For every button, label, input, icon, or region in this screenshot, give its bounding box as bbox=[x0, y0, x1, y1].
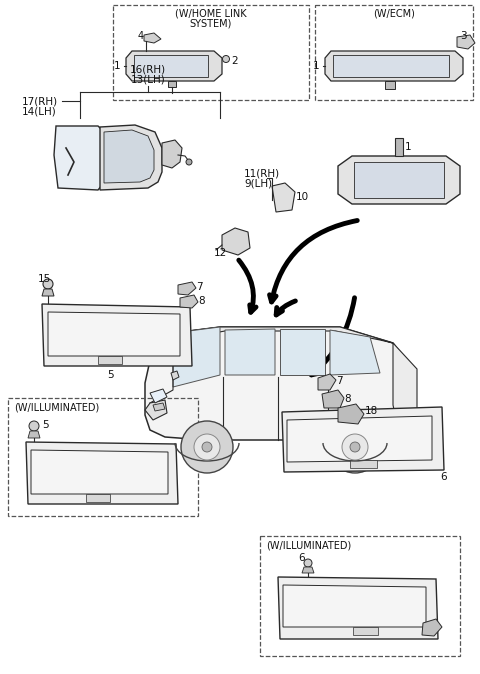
Polygon shape bbox=[86, 494, 110, 502]
Text: SYSTEM): SYSTEM) bbox=[190, 19, 232, 29]
Polygon shape bbox=[278, 577, 438, 639]
Polygon shape bbox=[126, 51, 222, 81]
Polygon shape bbox=[162, 140, 182, 168]
Text: 4: 4 bbox=[138, 31, 144, 41]
Text: (W/HOME LINK: (W/HOME LINK bbox=[175, 9, 247, 19]
Bar bbox=[113, 5, 309, 100]
Polygon shape bbox=[173, 327, 393, 343]
Text: 1: 1 bbox=[405, 142, 412, 152]
Text: (W/ILLUMINATED): (W/ILLUMINATED) bbox=[266, 541, 351, 551]
Polygon shape bbox=[318, 374, 336, 390]
Polygon shape bbox=[280, 329, 325, 375]
Polygon shape bbox=[54, 126, 102, 190]
Polygon shape bbox=[395, 138, 403, 156]
Polygon shape bbox=[173, 327, 220, 387]
Text: 7: 7 bbox=[336, 376, 343, 386]
Polygon shape bbox=[150, 389, 167, 403]
Polygon shape bbox=[422, 619, 442, 636]
Text: (W/ILLUMINATED): (W/ILLUMINATED) bbox=[14, 403, 99, 413]
Polygon shape bbox=[222, 228, 250, 255]
Text: 6: 6 bbox=[299, 553, 305, 563]
Circle shape bbox=[181, 421, 233, 473]
Text: 3: 3 bbox=[460, 31, 467, 41]
Circle shape bbox=[43, 279, 53, 289]
Circle shape bbox=[202, 442, 212, 452]
Text: 5: 5 bbox=[42, 420, 48, 430]
Text: 18: 18 bbox=[365, 406, 378, 416]
Polygon shape bbox=[385, 81, 395, 89]
Text: 12: 12 bbox=[214, 248, 227, 258]
Polygon shape bbox=[272, 183, 295, 212]
Circle shape bbox=[194, 434, 220, 460]
Polygon shape bbox=[354, 162, 444, 198]
Polygon shape bbox=[145, 327, 417, 440]
Text: 17(RH): 17(RH) bbox=[22, 96, 58, 106]
Polygon shape bbox=[134, 55, 208, 77]
Text: 11(RH): 11(RH) bbox=[244, 168, 280, 178]
Polygon shape bbox=[153, 403, 165, 411]
Circle shape bbox=[329, 421, 381, 473]
Polygon shape bbox=[283, 585, 426, 627]
Text: 1: 1 bbox=[313, 61, 320, 71]
Text: 13(LH): 13(LH) bbox=[131, 75, 166, 85]
Text: 16(RH): 16(RH) bbox=[130, 64, 166, 74]
Polygon shape bbox=[168, 81, 176, 87]
Polygon shape bbox=[48, 312, 180, 356]
Bar bbox=[315, 5, 473, 100]
Polygon shape bbox=[26, 442, 178, 504]
Polygon shape bbox=[225, 329, 275, 375]
Polygon shape bbox=[287, 416, 432, 462]
Text: 8: 8 bbox=[198, 296, 204, 306]
Text: 10: 10 bbox=[296, 192, 309, 202]
Text: 7: 7 bbox=[196, 282, 203, 292]
Text: 14(LH): 14(LH) bbox=[22, 107, 57, 117]
Polygon shape bbox=[393, 343, 417, 437]
Text: (W/ECM): (W/ECM) bbox=[373, 9, 415, 19]
Polygon shape bbox=[353, 627, 378, 635]
Circle shape bbox=[223, 55, 229, 63]
Polygon shape bbox=[98, 356, 122, 364]
Polygon shape bbox=[171, 371, 179, 380]
Text: 5: 5 bbox=[107, 370, 113, 380]
Polygon shape bbox=[104, 130, 154, 183]
Polygon shape bbox=[350, 460, 377, 468]
Text: 6: 6 bbox=[440, 472, 446, 482]
Polygon shape bbox=[28, 431, 40, 438]
Polygon shape bbox=[322, 390, 344, 408]
Text: 1: 1 bbox=[114, 61, 120, 71]
Circle shape bbox=[342, 434, 368, 460]
Circle shape bbox=[350, 442, 360, 452]
Polygon shape bbox=[333, 55, 449, 77]
Text: 2: 2 bbox=[231, 56, 238, 66]
Text: 15: 15 bbox=[38, 274, 51, 284]
Polygon shape bbox=[42, 304, 192, 366]
Circle shape bbox=[186, 159, 192, 165]
Polygon shape bbox=[282, 407, 444, 472]
Polygon shape bbox=[330, 330, 380, 375]
Text: 8: 8 bbox=[344, 394, 350, 404]
Polygon shape bbox=[100, 125, 162, 190]
Circle shape bbox=[304, 559, 312, 567]
Text: 9(LH): 9(LH) bbox=[244, 179, 272, 189]
Polygon shape bbox=[145, 400, 167, 420]
Polygon shape bbox=[338, 156, 460, 204]
Polygon shape bbox=[178, 282, 196, 295]
Polygon shape bbox=[457, 35, 475, 49]
Polygon shape bbox=[338, 404, 364, 424]
Polygon shape bbox=[325, 51, 463, 81]
Polygon shape bbox=[144, 33, 161, 43]
Polygon shape bbox=[42, 289, 54, 296]
Polygon shape bbox=[31, 450, 168, 494]
Polygon shape bbox=[302, 567, 314, 573]
Bar bbox=[260, 536, 460, 656]
Bar bbox=[8, 398, 198, 516]
Circle shape bbox=[29, 421, 39, 431]
Polygon shape bbox=[180, 295, 198, 308]
